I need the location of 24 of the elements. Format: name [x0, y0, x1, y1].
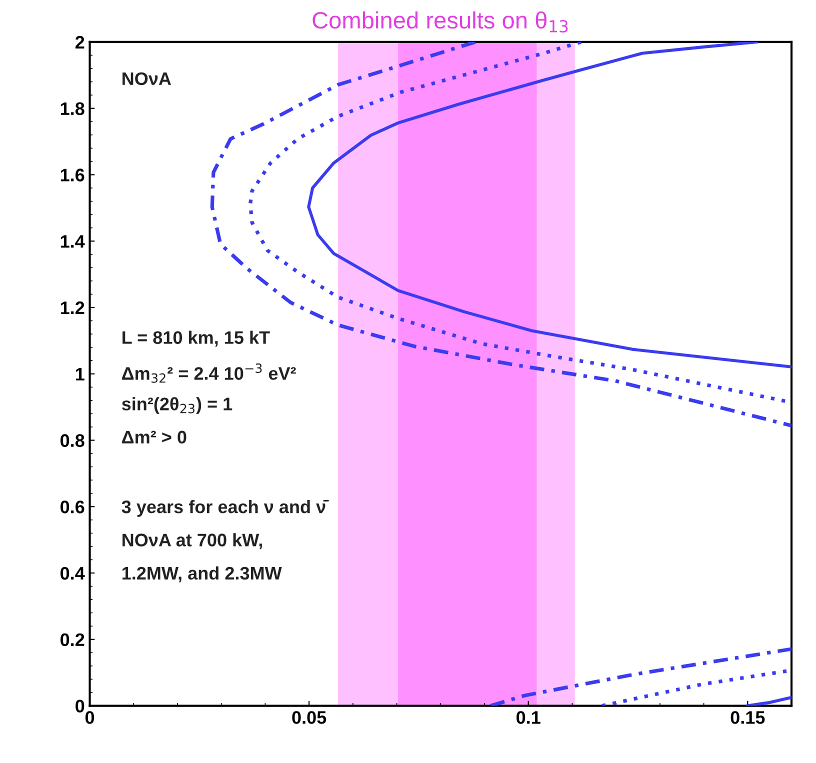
y-tick-label: 0.8 [60, 434, 84, 447]
y-tick-label: 0.6 [60, 500, 84, 514]
x-tick-label: 0 [85, 711, 94, 724]
annotation: Δm² > 0 [122, 430, 186, 444]
y-tick-label: 2 [75, 36, 84, 49]
x-tick-label: 0.05 [292, 711, 326, 724]
x-tick-label: 0.15 [730, 711, 765, 724]
y-tick-label: 0.2 [60, 633, 84, 646]
annotation: L = 810 km, 15 kT [122, 330, 270, 347]
annotation: Δm$_{32}$² = 2.4 10$^{−3}$ eV² [122, 363, 296, 383]
y-tick-label: 1.2 [60, 301, 84, 314]
x-tick-label: 0.1 [516, 711, 540, 724]
annotation: sin²(2θ$_{23}$) = 1 [122, 397, 232, 414]
annotation: NOνA at 700 kW, [122, 533, 262, 550]
annotation: 1.2MW, and 2.3MW [122, 566, 282, 582]
chart-title: Combined results on θ$_{13}$ [312, 11, 568, 33]
y-tick-label: 1.4 [60, 235, 85, 248]
annotation: 3 years for each ν and ν̄ [122, 500, 329, 517]
annotation: NOνA [122, 72, 172, 86]
y-tick-label: 1.6 [60, 168, 84, 182]
y-tick-label: 1.8 [60, 102, 84, 116]
y-tick-label: 1 [76, 368, 84, 380]
y-tick-label: 0 [76, 700, 84, 712]
y-tick-label: 0.4 [60, 566, 85, 580]
